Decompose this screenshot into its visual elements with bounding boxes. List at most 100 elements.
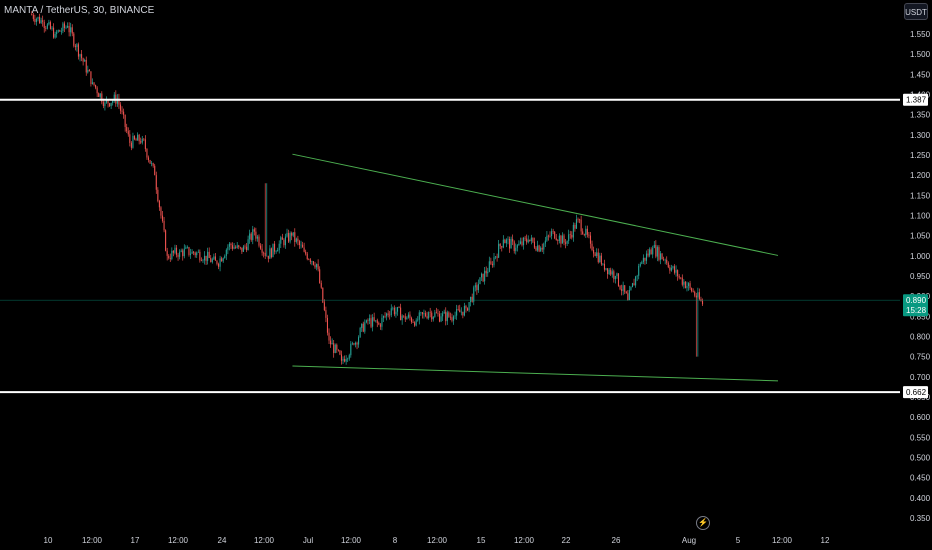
candle-body [582, 231, 584, 235]
candle-body [359, 327, 361, 338]
candle-body [681, 277, 683, 285]
candle-body [617, 273, 620, 286]
candle-body [460, 311, 462, 313]
candle-body [353, 343, 355, 345]
price-tick-label: 1.150 [910, 191, 931, 200]
candle-body [523, 237, 525, 246]
candle-body [599, 255, 601, 263]
time-tick-label: 12:00 [427, 536, 448, 545]
candle-body [658, 247, 660, 260]
candle-body [143, 138, 145, 140]
candle-body [261, 248, 263, 253]
candle-body [185, 247, 187, 249]
candle-body [305, 251, 307, 254]
time-tick-label: 10 [44, 536, 53, 545]
candle-body [544, 240, 546, 244]
candle-body [672, 266, 674, 268]
candle-body [454, 315, 456, 317]
candle-body [274, 243, 276, 252]
price-tick-label: 1.350 [910, 111, 931, 120]
candle-body [144, 139, 146, 149]
trendline-lower [292, 365, 779, 382]
candle-body [686, 286, 688, 288]
candle-body [208, 251, 210, 259]
price-tick-label: 0.700 [910, 373, 931, 382]
candle-body [54, 34, 56, 38]
candle-body [585, 228, 587, 236]
candle-body [586, 228, 588, 235]
candle-body [667, 262, 669, 268]
candle-body [569, 234, 571, 235]
candle-body [74, 45, 76, 48]
candle-body [57, 30, 59, 32]
candle-body [172, 250, 174, 253]
candle-body [43, 21, 45, 29]
candle-body [158, 201, 160, 208]
candle-body [48, 22, 50, 25]
candle-body [121, 110, 123, 112]
candle-body [59, 30, 61, 32]
candle-body [161, 215, 164, 221]
candle-body [669, 267, 671, 271]
lightning-icon[interactable]: ⚡ [696, 516, 710, 530]
candle-body [476, 285, 478, 291]
candle-body [126, 126, 128, 132]
candle-body [328, 332, 330, 341]
candle-body [113, 94, 115, 101]
candle-body [510, 238, 512, 249]
candle-body [320, 283, 322, 288]
candle-body [684, 281, 686, 288]
candle-body [659, 253, 662, 260]
candle-body [123, 111, 125, 115]
candle-body [84, 59, 86, 62]
candle-body [104, 102, 106, 106]
candle-body [317, 263, 319, 270]
candle-body [73, 33, 75, 46]
currency-button[interactable]: USDT [904, 3, 928, 20]
candle-body [474, 285, 476, 288]
candle-body [557, 240, 559, 241]
candle-body [275, 251, 277, 252]
candle-body [537, 245, 539, 251]
candle-body [264, 252, 266, 256]
candle-body [566, 240, 568, 244]
candle-body [364, 322, 366, 332]
time-tick-label: 5 [736, 536, 741, 545]
candle-body [647, 253, 649, 256]
candle-body [663, 259, 665, 260]
candle-body [521, 241, 523, 246]
candle-body [410, 317, 413, 323]
candle-body [509, 238, 511, 249]
candle-body [494, 256, 497, 258]
candle-body [146, 148, 148, 158]
candle-body [233, 247, 235, 249]
candle-body [88, 69, 90, 72]
time-tick-label: 12:00 [168, 536, 189, 545]
candle-body [498, 243, 500, 258]
candle-body [319, 269, 321, 284]
candle-body [449, 316, 451, 318]
candle-body [49, 22, 51, 29]
candle-body [428, 312, 430, 319]
candle-body [266, 255, 268, 257]
candle-body [270, 248, 272, 258]
time-tick-label: Jul [303, 536, 313, 545]
candle-body [135, 139, 137, 141]
candle-body [635, 276, 637, 286]
candle-body [691, 288, 693, 292]
candle-body [166, 250, 168, 256]
candle-body [76, 44, 78, 48]
candle-body [91, 82, 94, 84]
candle-body [227, 246, 229, 250]
candle-body [574, 224, 576, 229]
candle-body [431, 312, 433, 320]
candle-body [390, 308, 392, 316]
candle-body [344, 359, 346, 362]
candle-body [333, 343, 335, 353]
candle-body [650, 249, 652, 255]
candle-body [56, 31, 58, 34]
candle-body [636, 275, 638, 277]
candle-body [616, 273, 618, 276]
level-label-box [903, 93, 928, 106]
